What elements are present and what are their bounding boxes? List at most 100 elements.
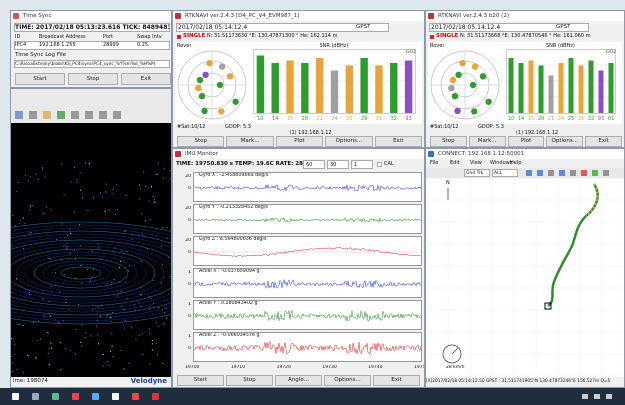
- point: [140, 286, 142, 288]
- point: [152, 302, 154, 305]
- taskbar-icon[interactable]: [12, 393, 19, 400]
- y-tick-label: 0: [188, 346, 191, 351]
- menu-item[interactable]: View: [470, 160, 482, 166]
- point: [89, 281, 91, 283]
- taskbar-icon[interactable]: [112, 393, 119, 400]
- tool-icon[interactable]: [526, 170, 532, 176]
- position: N: 31.51173668 °E: 130.47870546 ° He: 16…: [460, 33, 591, 39]
- select[interactable]: 30: [327, 160, 349, 169]
- point: [152, 279, 154, 281]
- snr-bar: [315, 58, 324, 113]
- point: [112, 356, 114, 358]
- menu-item[interactable]: Help: [510, 160, 522, 166]
- taskbar-icon[interactable]: [132, 393, 139, 400]
- point: [115, 213, 117, 215]
- tool-icon[interactable]: [537, 170, 543, 176]
- button[interactable]: Angle...: [275, 375, 322, 386]
- point: [127, 270, 130, 272]
- button[interactable]: Stop: [226, 375, 273, 386]
- point: [50, 209, 52, 211]
- point: [74, 258, 77, 260]
- menu-item[interactable]: Edit: [450, 160, 460, 166]
- point: [92, 309, 94, 311]
- point: [11, 291, 12, 294]
- button[interactable]: Mark...: [226, 136, 274, 147]
- button[interactable]: Exit: [585, 136, 622, 147]
- button[interactable]: Mark...: [468, 136, 506, 147]
- point: [148, 200, 150, 202]
- satellite-dot: [471, 63, 479, 70]
- taskbar-icon[interactable]: [92, 393, 99, 400]
- tool-icon[interactable]: [592, 170, 598, 176]
- point: [123, 328, 125, 330]
- tool-icon[interactable]: [603, 170, 609, 176]
- button[interactable]: Options...: [324, 375, 371, 386]
- select[interactable]: 60: [303, 160, 325, 169]
- tool-icon[interactable]: [559, 170, 565, 176]
- chart-frame: [253, 49, 416, 114]
- button[interactable]: Start: [177, 375, 224, 386]
- tool-icon[interactable]: [570, 170, 576, 176]
- tool-icon[interactable]: [548, 170, 554, 176]
- point: [117, 208, 119, 211]
- scan-ring: [15, 251, 147, 295]
- tray-icon[interactable]: [594, 394, 600, 399]
- menu-item[interactable]: File: [430, 160, 439, 166]
- button[interactable]: Plot: [507, 136, 545, 147]
- point: [114, 247, 116, 249]
- button[interactable]: Stop: [68, 73, 118, 85]
- select[interactable]: ALL: [492, 169, 518, 177]
- point: [149, 306, 151, 308]
- point: [29, 206, 32, 208]
- x-tick-label: 19700: [185, 365, 200, 370]
- point: [140, 260, 143, 262]
- button[interactable]: Options...: [546, 136, 584, 147]
- satellite-dot: [459, 59, 466, 67]
- button[interactable]: Stop: [177, 136, 225, 147]
- speed-needle: [451, 347, 459, 355]
- cal-checkbox[interactable]: [377, 162, 382, 167]
- button[interactable]: Stop: [430, 136, 467, 147]
- menu-item[interactable]: Windows: [490, 160, 513, 166]
- tray-icon[interactable]: [606, 394, 612, 399]
- point: [69, 228, 71, 230]
- point: [81, 345, 83, 347]
- point: [50, 315, 52, 317]
- point: [70, 181, 72, 183]
- snr-bar: [548, 75, 554, 113]
- button[interactable]: Exit: [374, 136, 422, 147]
- sat-id: 32: [391, 116, 397, 122]
- taskbar-icon[interactable]: [32, 393, 39, 400]
- point: [29, 232, 31, 234]
- button[interactable]: Exit: [373, 375, 420, 386]
- taskbar-icon[interactable]: [72, 393, 79, 400]
- canvas-area: [194, 217, 421, 223]
- select[interactable]: 1: [351, 160, 373, 169]
- point: [116, 183, 118, 186]
- track: [547, 183, 599, 307]
- rover-label: Rover: [430, 43, 445, 49]
- point: [16, 190, 18, 193]
- button[interactable]: Start: [15, 73, 65, 85]
- button[interactable]: Options...: [325, 136, 373, 147]
- sat-id: 25: [346, 116, 352, 122]
- button[interactable]: Plot: [275, 136, 324, 147]
- scan-ring: [60, 266, 102, 280]
- point: [151, 349, 154, 351]
- point: [158, 325, 160, 327]
- point: [148, 295, 150, 297]
- x-tick-label: 19720: [276, 365, 291, 370]
- point: [107, 361, 109, 363]
- window: CONNECT: 192.168.1.12:50001 File Edit View W…: [425, 148, 625, 388]
- select[interactable]: Gnd Trk: [464, 169, 490, 177]
- point: [153, 200, 155, 202]
- point: [46, 206, 48, 208]
- taskbar-icon[interactable]: [152, 393, 159, 400]
- taskbar-icon[interactable]: [52, 393, 59, 400]
- tray-icon[interactable]: [582, 394, 588, 399]
- point: [13, 354, 15, 356]
- tool-icon[interactable]: [581, 170, 587, 176]
- button[interactable]: Exit: [121, 73, 171, 85]
- point: [111, 281, 113, 283]
